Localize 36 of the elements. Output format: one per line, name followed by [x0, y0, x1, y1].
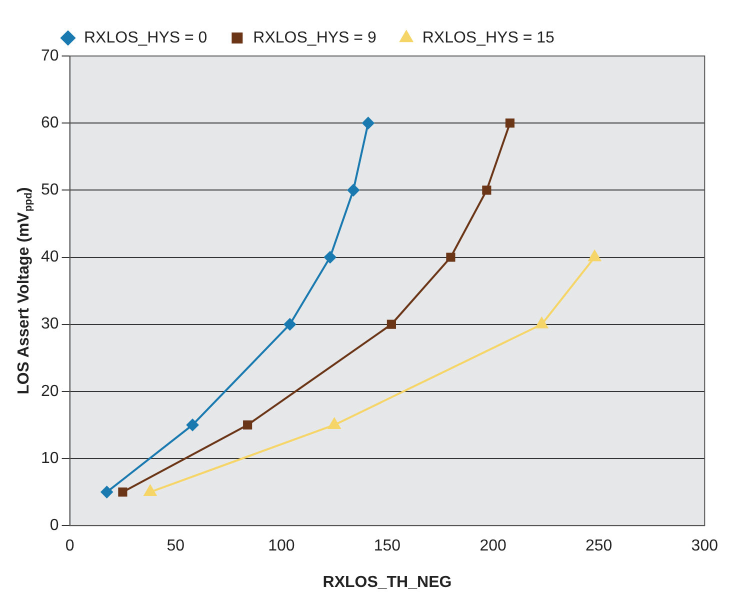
point [347, 184, 360, 196]
x-tick-label: 200 [480, 538, 506, 555]
point [536, 317, 548, 328]
point [588, 250, 601, 262]
point [144, 485, 156, 496]
point [284, 318, 296, 330]
point [324, 251, 336, 264]
y-tick-label: 10 [41, 450, 59, 467]
legend-label: RXLOS_HYS = 15 [422, 29, 555, 46]
point [482, 186, 492, 195]
y-tick-label: 40 [41, 248, 59, 266]
y-tick-label: 70 [41, 47, 59, 64]
x-tick-label: 0 [65, 538, 74, 555]
point [505, 118, 514, 128]
point [100, 486, 113, 498]
x-tick-label: 50 [166, 538, 185, 555]
point [186, 418, 199, 431]
point [243, 420, 252, 430]
y-tick-label: 20 [41, 382, 59, 400]
y-tick-label: 30 [41, 316, 59, 333]
point [386, 320, 396, 329]
legend-label: RXLOS_HYS = 9 [253, 29, 376, 46]
x-tick-label: 100 [268, 538, 295, 555]
point [328, 418, 341, 429]
x-tick-label: 300 [691, 538, 718, 555]
y-tick-label: 60 [41, 114, 59, 132]
y-tick-label: 50 [41, 182, 59, 199]
y-tick-label: 0 [50, 517, 59, 534]
y-axis-title: LOS Assert Voltage (mVppd) [15, 187, 35, 394]
point [446, 252, 456, 262]
x-tick-label: 150 [374, 538, 401, 555]
x-tick-label: 250 [585, 538, 612, 555]
point [362, 117, 374, 130]
x-axis-title: RXLOS_TH_NEG [322, 574, 452, 591]
point [118, 488, 128, 497]
legend-label: RXLOS_HYS = 0 [84, 29, 208, 46]
